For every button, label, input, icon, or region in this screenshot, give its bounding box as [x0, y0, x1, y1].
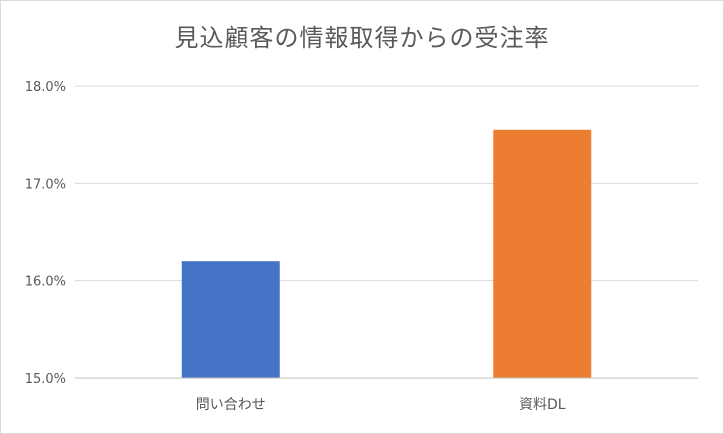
y-tick-label: 18.0% [25, 80, 66, 95]
chart-title: 見込顧客の情報取得からの受注率 [174, 24, 550, 52]
bar-1 [181, 261, 280, 378]
y-tick-label: 16.0% [25, 275, 66, 290]
x-category-label: 問い合わせ [196, 397, 266, 413]
x-axis-categories: 問い合わせ 資料DL [196, 397, 566, 413]
y-tick-label: 17.0% [25, 177, 66, 192]
bars [181, 129, 592, 378]
x-category-label: 資料DL [519, 397, 566, 413]
bar-2 [493, 129, 592, 378]
y-axis-ticks: 15.0% 16.0% 17.0% 18.0% [25, 80, 66, 387]
y-tick-label: 15.0% [25, 372, 66, 387]
gridlines [75, 85, 698, 282]
